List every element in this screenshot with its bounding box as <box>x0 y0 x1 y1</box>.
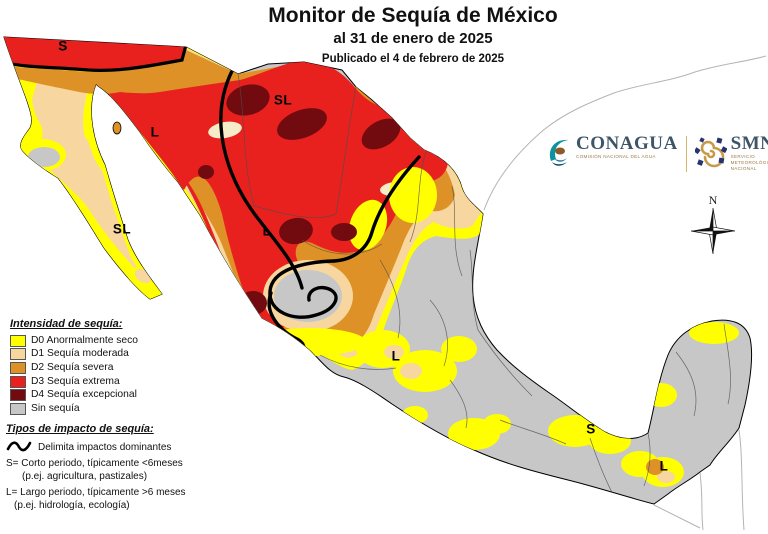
compass-rose: N <box>690 194 736 261</box>
cream-patch <box>208 121 242 139</box>
page-subtitle: al 31 de enero de 2025 <box>333 30 493 47</box>
state-boundary-lines <box>237 73 731 501</box>
impact-label-s-baja: S <box>58 38 68 54</box>
d2-swatch <box>10 361 26 374</box>
header: Monitor de Sequía de México al 31 de ene… <box>208 4 618 65</box>
legend-item-d4: D4 Sequía excepcional <box>10 388 190 402</box>
baja-short-term-impact-zone <box>4 37 189 72</box>
impact-delimiter-label: Delimita impactos dominantes <box>38 442 172 454</box>
impact-label-l-sonora: L <box>150 124 160 140</box>
smn-logo: SMN SERVICIO METEOROLÓGICO NACIONAL <box>693 134 768 177</box>
impact-label-l-central: L <box>391 348 401 364</box>
impact-label-sl-north: SL <box>273 92 293 108</box>
compass-star-icon <box>690 207 736 255</box>
smn-name: SMN <box>730 133 768 154</box>
vizcaino-no-drought <box>28 147 60 167</box>
impact-delimiter-row: Delimita impactos dominantes <box>6 439 206 458</box>
impact-label-sl-bcs: SL <box>112 221 132 237</box>
impact-long-term-examples: (p.ej. hidrología, ecología) <box>14 499 130 511</box>
agency-logos: CONAGUA COMISIÓN NACIONAL DEL AGUA SMN <box>546 134 768 177</box>
conagua-tagline: COMISIÓN NACIONAL DEL AGUA <box>576 154 656 159</box>
d0-swatch <box>10 334 26 347</box>
d3-swatch <box>10 375 26 388</box>
legend-item-d3: D3 Sequía extrema <box>10 375 190 389</box>
smn-tagline-3: NACIONAL <box>730 166 757 172</box>
d0-patch <box>389 167 437 223</box>
impact-short-term-examples: (p.ej. agricultura, pastizales) <box>22 470 148 482</box>
compass-north-label: N <box>708 193 718 207</box>
conagua-water-icon <box>546 134 572 173</box>
impact-label-l-durango: L <box>262 223 272 239</box>
smn-text: SMN SERVICIO METEOROLÓGICO NACIONAL <box>731 134 768 172</box>
d4-swatch <box>10 389 26 402</box>
impact-label-s-tabasco: S <box>586 421 596 437</box>
drought-layer-d3-north <box>105 60 448 332</box>
smn-spiral-icon <box>693 134 728 177</box>
page-title: Monitor de Sequía de México <box>268 4 558 27</box>
d0-patch <box>348 199 388 251</box>
impact-long-term: L= Largo periodo, típicamente >6 meses <box>6 487 186 498</box>
squiggle-line-icon <box>6 439 32 458</box>
impact-short-term: S= Corto periodo, típicamente <6meses <box>6 458 183 469</box>
impact-label-l-southeast: L <box>659 458 669 474</box>
baja-peninsula-layers <box>4 37 190 300</box>
legend-item-no-drought: Sin sequía <box>10 402 190 416</box>
tiburon-island <box>112 121 122 135</box>
smn-tagline-1: SERVICIO <box>730 154 755 159</box>
conagua-name: CONAGUA <box>576 133 678 154</box>
conagua-text: CONAGUA COMISIÓN NACIONAL DEL AGUA <box>576 134 678 159</box>
d0-band-south-of-hook <box>254 328 366 356</box>
d1-swatch <box>10 348 26 361</box>
legend-impact-heading: Tipos de impacto de sequía: <box>6 423 154 435</box>
legend-item-d0: D0 Anormalmente seco <box>10 334 190 348</box>
logo-divider <box>685 136 687 172</box>
smn-tagline-2: METEOROLÓGICO <box>730 160 768 166</box>
legend-item-d1: D1 Sequía moderada <box>10 348 190 362</box>
published-date: Publicado el 4 de febrero de 2025 <box>321 53 505 65</box>
legend-impact: Tipos de impacto de sequía: Delimita imp… <box>6 423 206 512</box>
conagua-logo: CONAGUA COMISIÓN NACIONAL DEL AGUA <box>546 134 678 173</box>
legend-intensity: Intensidad de sequía: D0 Anormalmente se… <box>10 318 190 416</box>
drought-layers <box>4 37 739 501</box>
no-drought-swatch <box>10 402 26 415</box>
neighboring-country-outlines <box>483 55 767 531</box>
legend-item-d2: D2 Sequía severa <box>10 361 190 375</box>
legend-intensity-heading: Intensidad de sequía: <box>10 318 123 330</box>
